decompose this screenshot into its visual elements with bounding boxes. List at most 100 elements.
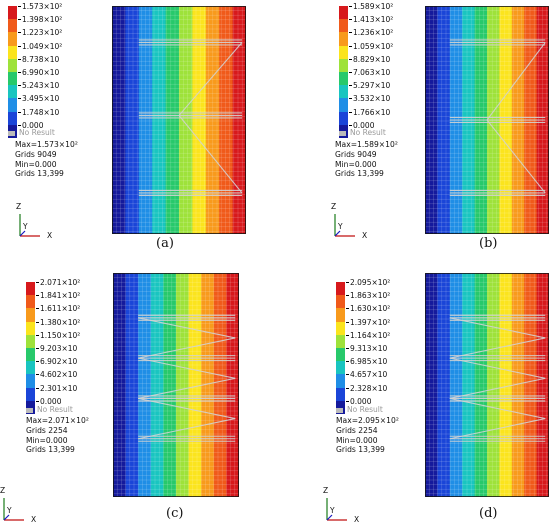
legend-tick <box>36 347 39 349</box>
legend-tick <box>18 6 21 7</box>
no-result-swatch <box>8 130 15 136</box>
legend-swatch <box>26 361 35 375</box>
legend-label: 1.398×10² <box>22 15 63 25</box>
legend-label: 6.990×10 <box>22 67 60 77</box>
legend-label: 0.000 <box>350 396 372 406</box>
axis-x-label: X <box>47 231 53 240</box>
legend: 2.095×10² 1.863×10² 1.630×10² 1.397×10² 1.16… <box>336 278 436 414</box>
legend-tick <box>346 387 349 389</box>
legend-swatch <box>26 347 35 362</box>
contour-plot <box>113 273 239 497</box>
legend-swatch <box>8 32 17 46</box>
legend-row: 1.766×10 <box>339 108 439 125</box>
legend-label: 2.301×10 <box>40 383 78 393</box>
legend-swatch <box>336 361 345 375</box>
legend-label: 5.297×10 <box>353 81 391 91</box>
legend-row: 1.049×10² <box>8 42 108 59</box>
stats-block: Max=2.071×10² Grids 2254 Min=0.000 Grids… <box>26 416 89 455</box>
stat-max: Max=1.589×10² <box>335 140 398 149</box>
legend-row: 4.657×10 <box>336 370 436 388</box>
legend-swatch <box>26 374 35 388</box>
legend-row: 1.630×10² <box>336 304 436 322</box>
contour-band <box>437 273 451 497</box>
legend-label: 9.313×10 <box>350 343 388 353</box>
legend-label: 8.738×10 <box>22 54 60 64</box>
contour-band <box>152 6 167 234</box>
legend-swatch <box>339 45 348 59</box>
contour-band <box>425 6 438 234</box>
legend-label: 1.164×10² <box>350 330 391 340</box>
stats-block: Max=1.573×10² Grids 9049 Min=0.000 Grids… <box>15 140 78 179</box>
legend-tick <box>18 32 21 34</box>
legend-label: 0.000 <box>40 396 62 406</box>
legend-swatch <box>26 308 35 322</box>
legend-swatch <box>339 111 348 125</box>
caption: (b) <box>479 236 498 251</box>
contour-band <box>226 273 239 497</box>
legend-tick <box>18 45 21 47</box>
contour-band <box>188 273 202 497</box>
legend-swatch <box>26 321 35 335</box>
legend-tick <box>349 19 352 21</box>
contour-band <box>112 6 126 234</box>
legend-row: 1.863×10² <box>336 291 436 309</box>
legend-label: 2.328×10 <box>350 383 388 393</box>
caption: (c) <box>166 506 184 521</box>
stats-block: Max=1.589×10² Grids 9049 Min=0.000 Grids… <box>335 140 398 179</box>
legend-row: 5.243×10 <box>8 81 108 99</box>
axis-x-label: X <box>362 231 368 240</box>
legend-tick <box>346 282 349 283</box>
legend-label: 4.602×10 <box>40 370 78 380</box>
no-result-entry: No Result <box>8 128 55 137</box>
legend-tick <box>349 45 352 47</box>
contour-band <box>138 273 152 497</box>
stat-max-grid: Grids 2254 <box>26 425 68 435</box>
legend: 1.573×10² 1.398×10² 1.223×10² 1.049×10² 8.73… <box>8 2 108 138</box>
contour-band <box>192 6 207 234</box>
legend-swatch <box>339 19 348 33</box>
stat-min: Min=0.000 <box>336 435 378 445</box>
legend-swatch <box>8 85 17 99</box>
axis-triad-icon <box>326 498 347 521</box>
axis-triad-icon <box>3 498 24 521</box>
legend-tick <box>18 124 21 126</box>
panel-d: 2.095×10² 1.863×10² 1.630×10² 1.397×10² 1.16… <box>323 264 550 527</box>
axis-y-label: Y <box>7 506 12 515</box>
legend-row: 2.301×10 <box>26 384 126 401</box>
axis-z-label: Z <box>0 486 6 495</box>
no-result-swatch <box>339 130 346 136</box>
contour-band <box>125 273 139 497</box>
no-result-label: No Result <box>37 405 73 414</box>
legend-scale: 1.573×10² 1.398×10² 1.223×10² 1.049×10² 8.73… <box>8 2 108 138</box>
legend-label: 0.000 <box>353 120 375 130</box>
legend-swatch <box>336 387 345 401</box>
legend-scale: 2.071×10² 1.841×10² 1.611×10² 1.380×10² 1.15… <box>26 278 126 414</box>
legend-row: 6.902×10 <box>26 357 126 375</box>
legend-label: 1.611×10² <box>40 304 81 314</box>
legend: 1.589×10² 1.413×10² 1.236×10² 1.059×10² 8.82… <box>339 2 439 138</box>
legend-row: 1.150×10² <box>26 331 126 348</box>
legend-row: 6.990×10 <box>8 68 108 86</box>
stat-max: Max=1.573×10² <box>15 140 78 149</box>
axis-z-label: Z <box>331 202 337 211</box>
legend-row: 2.328×10 <box>336 384 436 401</box>
legend: 2.071×10² 1.841×10² 1.611×10² 1.380×10² 1.15… <box>26 278 126 414</box>
legend-swatch <box>339 58 348 72</box>
legend-label: 2.071×10² <box>40 278 81 287</box>
legend-tick <box>346 361 349 363</box>
legend-tick <box>349 98 352 100</box>
stat-min-grid: Grids 13,399 <box>336 445 385 455</box>
truss-icon <box>138 314 236 442</box>
legend-row: 3.532×10 <box>339 94 439 112</box>
stat-max-grid: Grids 9049 <box>15 149 57 159</box>
legend-label: 1.380×10² <box>40 317 81 327</box>
legend-label: 1.573×10² <box>22 2 63 11</box>
legend-swatch <box>26 282 35 296</box>
axis-z-label: Z <box>16 202 22 211</box>
no-result-label: No Result <box>350 128 386 137</box>
panel-a: 1.573×10² 1.398×10² 1.223×10² 1.049×10² 8.73… <box>0 0 275 263</box>
legend-label: 5.243×10 <box>22 81 60 91</box>
contour-band <box>150 273 164 497</box>
legend-label: 1.150×10² <box>40 330 81 340</box>
legend-swatch <box>336 282 345 296</box>
